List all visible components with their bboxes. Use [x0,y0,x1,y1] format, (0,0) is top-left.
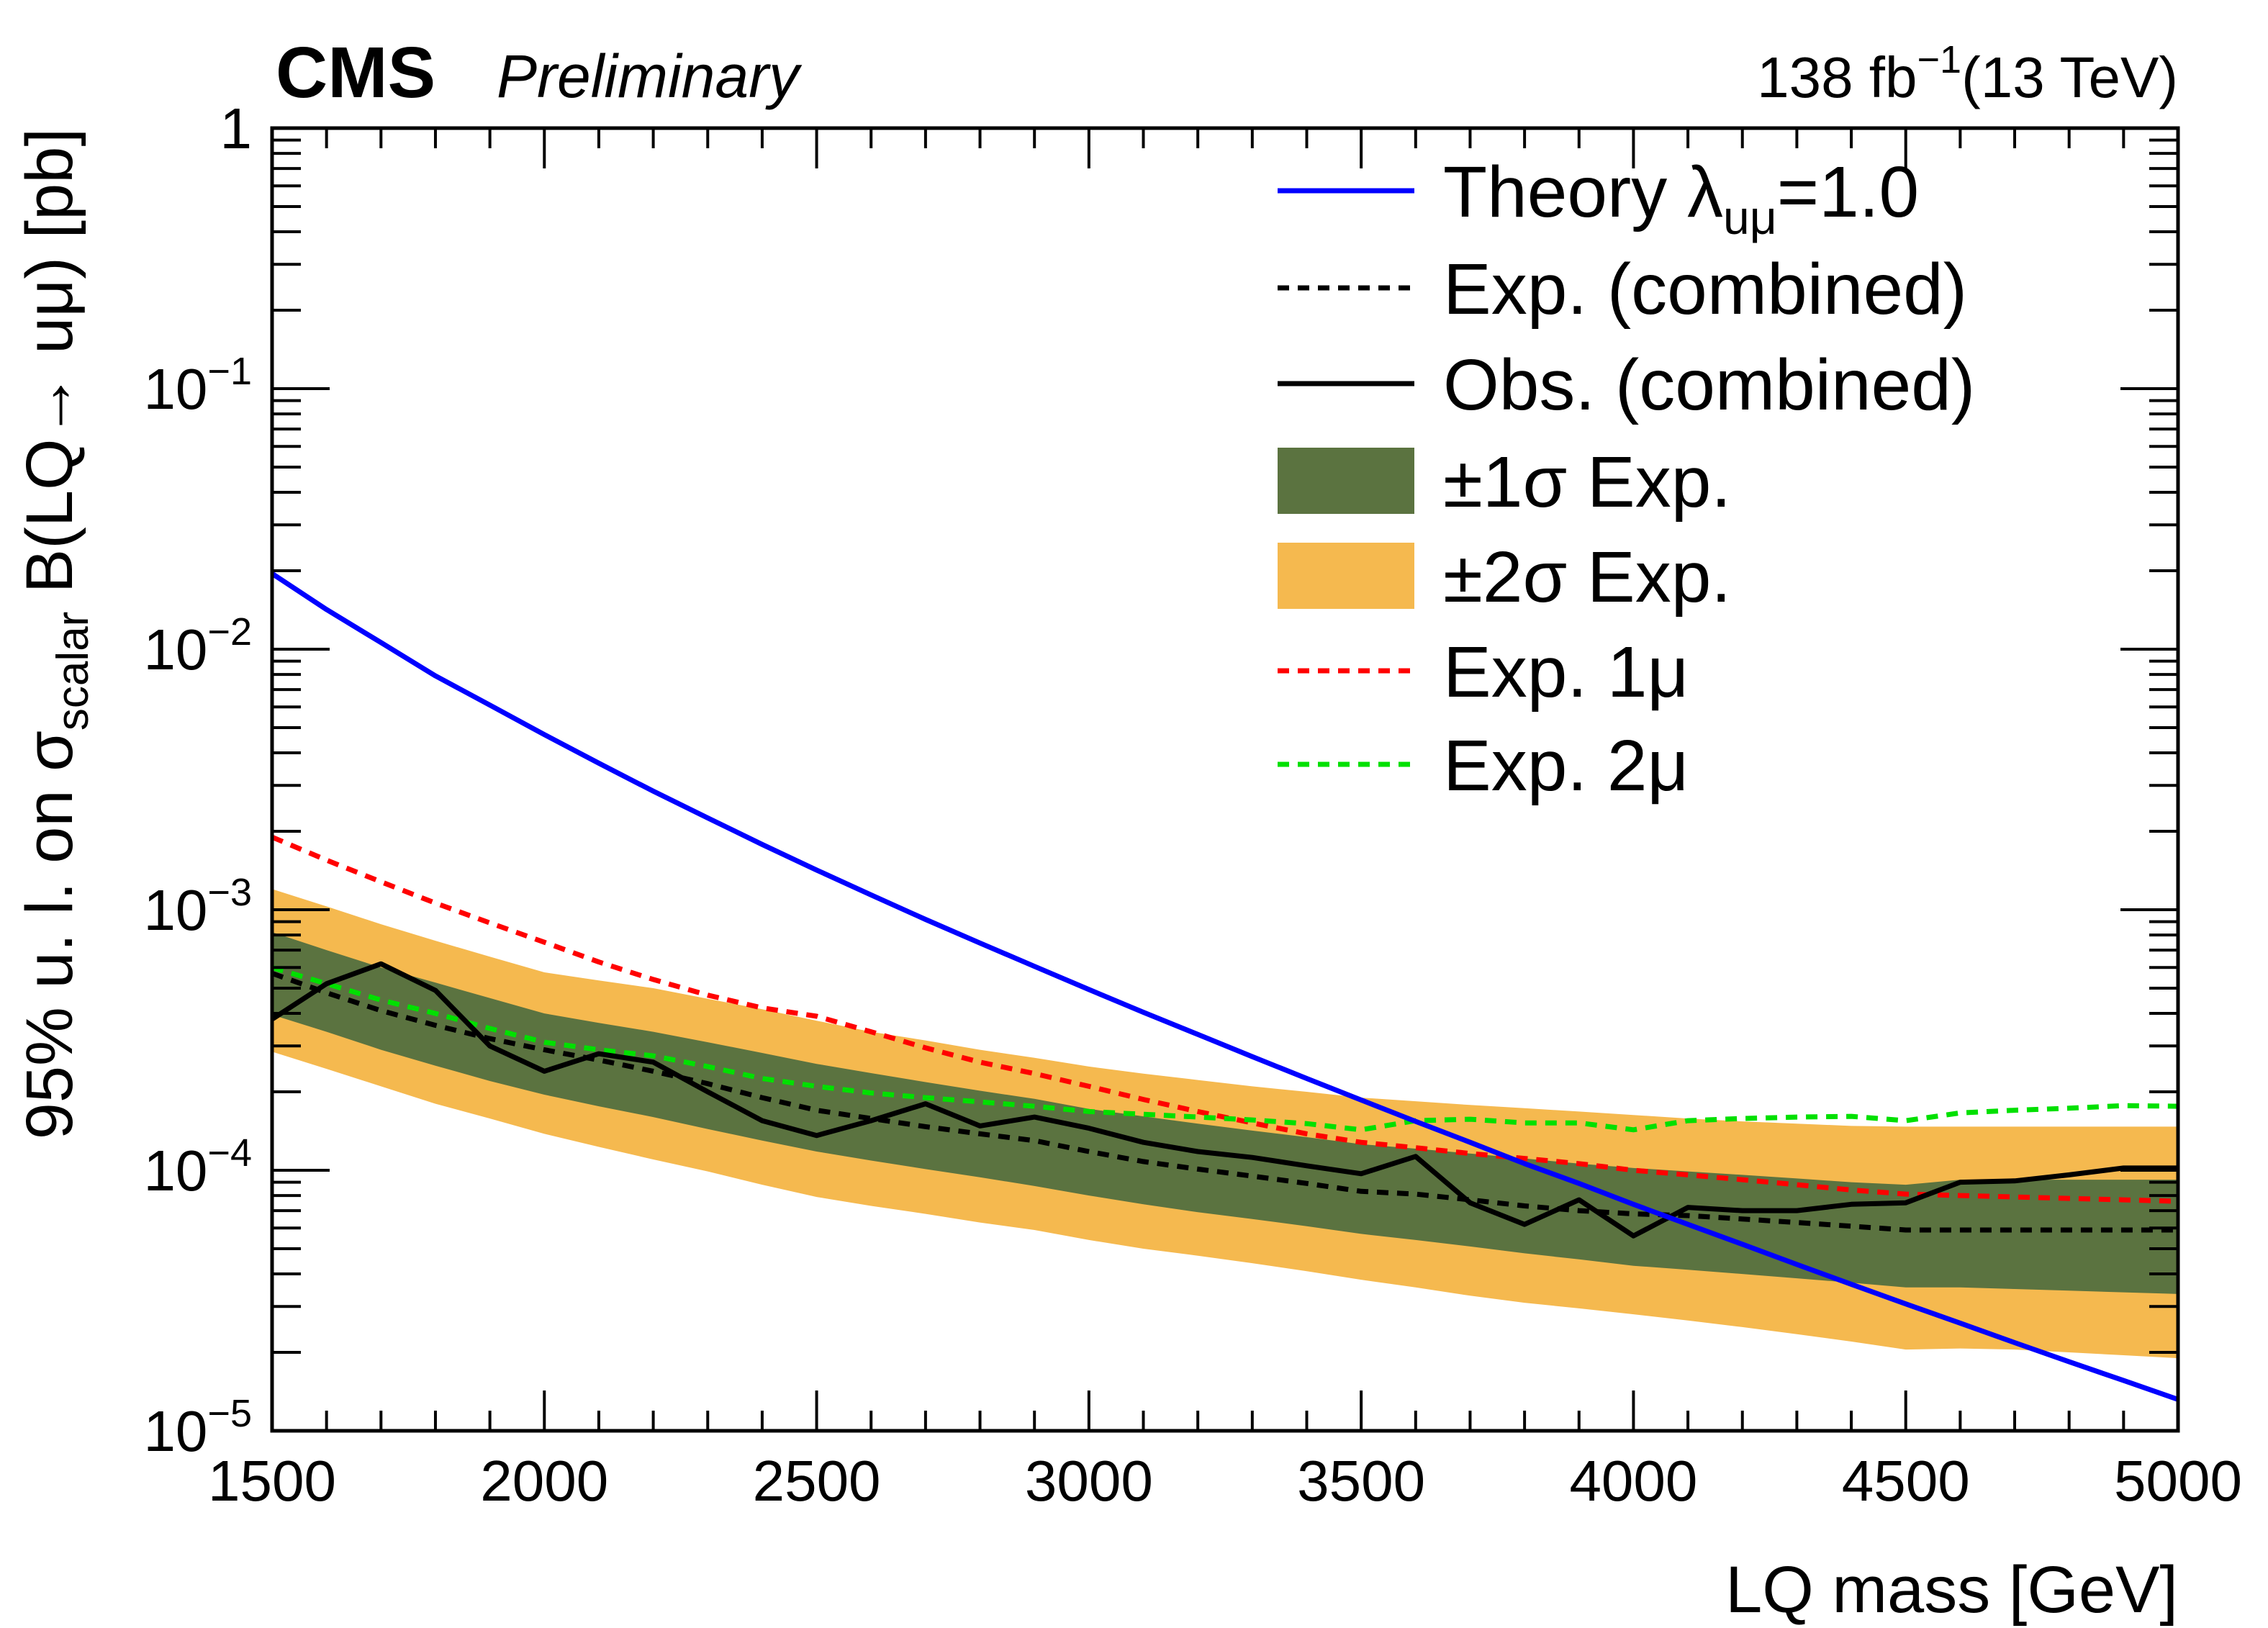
legend-text: Obs. (combined) [1443,345,1975,425]
x-tick-label: 4000 [1569,1449,1697,1513]
limit-curves [272,571,2178,1402]
legend-text: Theory λ [1443,152,1723,232]
legend-label-exp1mu: Exp. 1μ [1443,632,1689,713]
series-obs [272,961,2178,1239]
legend-label-obs: Obs. (combined) [1443,345,1975,425]
y-tick-exponent: −3 [207,871,252,914]
legend-text: Exp. (combined) [1443,249,1967,330]
y-tick-label: 10−3 [143,871,252,942]
y-tick-base: 10 [143,1139,207,1203]
y-tick-label: 10−1 [143,350,252,421]
preliminary-label: Preliminary [497,42,803,110]
lumi-exponent: −1 [1917,38,1962,81]
x-tick-label: 2500 [753,1449,881,1513]
x-tick-label: 1500 [208,1449,336,1513]
energy-value: (13 TeV) [1961,45,2178,109]
y-tick-exponent: −2 [207,610,252,654]
x-tick-label: 3500 [1297,1449,1425,1513]
legend-swatch-band1 [1278,448,1414,514]
legend-text: Exp. 1μ [1443,632,1689,713]
lumi-value: 138 fb [1757,45,1917,109]
x-tick-label: 5000 [2114,1449,2242,1513]
band-band1 [272,932,2178,1294]
legend-label-theory: Theory λuμ=1.0 [1443,152,1919,244]
legend-label-band1: ±1σ Exp. [1443,442,1731,523]
y-tick-base: 1 [220,96,253,160]
lumi-energy-label: 138 fb−1(13 TeV) [1757,38,2178,109]
uncertainty-bands [272,889,2178,1359]
y-tick-label: 10−2 [143,610,252,682]
legend-text: ±2σ Exp. [1443,537,1731,618]
y-tick-label: 10−5 [143,1392,252,1463]
y-tick-exponent: −5 [207,1392,252,1435]
legend-suffix: =1.0 [1777,152,1919,232]
y-axis-title-part1: 95% u. l. on σ [13,731,86,1139]
legend-text: Exp. 2μ [1443,725,1689,806]
y-tick-label: 10−4 [143,1131,252,1203]
x-tick-label: 3000 [1025,1449,1153,1513]
x-axis-title: LQ mass [GeV] [1725,1553,2178,1627]
legend-label-exp: Exp. (combined) [1443,249,1967,330]
axes: 1500 2000 2500 3000 3500 4000 4500 500010−510−4… [143,96,2242,1513]
y-axis-title-part2: B(LQ→ uμ) [pb] [13,128,86,612]
legend-text: ±1σ Exp. [1443,442,1731,523]
x-tick-label: 4500 [1842,1449,1970,1513]
cms-label: CMS [276,32,435,113]
y-tick-base: 10 [143,357,207,421]
y-tick-exponent: −1 [207,350,252,393]
y-tick-base: 10 [143,618,207,682]
y-tick-label: 1 [220,96,253,160]
plot-frame [270,126,2180,1433]
y-tick-exponent: −4 [207,1131,252,1175]
legend-label-exp2mu: Exp. 2μ [1443,725,1689,806]
y-tick-base: 10 [143,1399,207,1463]
legend-subscript: uμ [1723,191,1777,244]
x-tick-label: 2000 [480,1449,608,1513]
y-axis-title-subscript: scalar [48,612,98,731]
legend-label-band2: ±2σ Exp. [1443,537,1731,618]
legend-swatch-band2 [1278,543,1414,609]
series-theory [272,571,2178,1402]
y-tick-base: 10 [143,878,207,942]
y-axis-title: 95% u. l. on σscalar B(LQ→ uμ) [pb] [13,128,98,1139]
series-exp2mu [272,964,2178,1133]
